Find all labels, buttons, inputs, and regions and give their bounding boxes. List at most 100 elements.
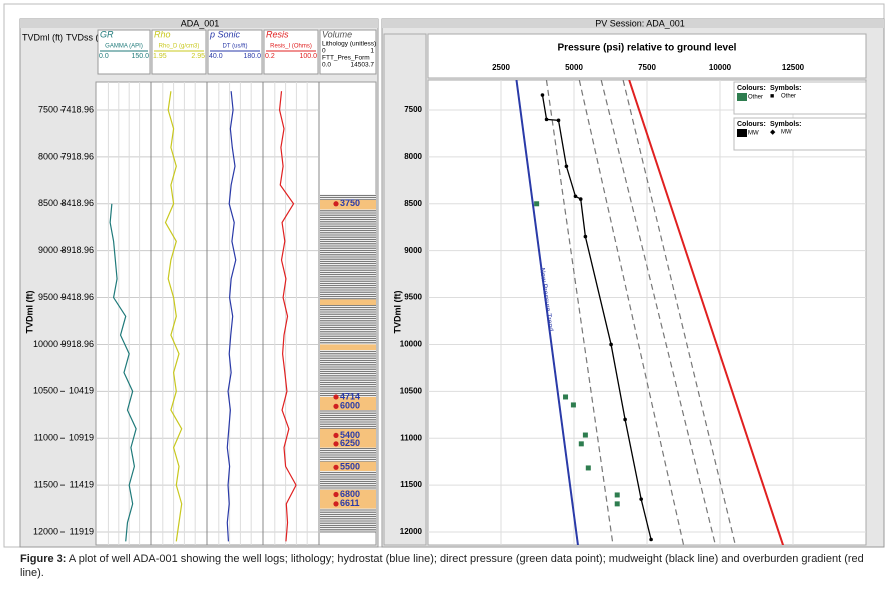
pressure-dot	[333, 432, 339, 439]
right-titlebar	[382, 19, 884, 28]
curve-name: Resis_I (Ohms)	[270, 44, 312, 50]
direct-pressure	[570, 402, 576, 408]
scale-min: 0.2	[265, 53, 275, 60]
legend-symbol: ■	[770, 93, 774, 100]
ss-label: 8418.96	[61, 198, 94, 208]
panel-title: ADA_001	[181, 18, 220, 28]
mudweight-point	[544, 117, 549, 122]
direct-pressure	[585, 465, 591, 471]
direct-pressure	[582, 432, 588, 438]
depth-label: 11000	[34, 433, 58, 443]
direct-pressure	[614, 492, 620, 498]
depth-label: 10000	[33, 339, 58, 349]
axis-title: TVDss (ft)	[66, 32, 107, 42]
x-tick-label: 2500	[492, 63, 510, 72]
depth-label: 8000	[38, 151, 58, 161]
legend-box	[733, 81, 867, 115]
legend-item: MW	[748, 131, 759, 137]
caption-label: Figure 3:	[20, 553, 67, 565]
sand	[320, 299, 376, 306]
mudweight-point	[649, 537, 653, 542]
x-tick-label: 7500	[638, 63, 656, 72]
ss-label: 7418.96	[61, 104, 94, 114]
legend-heading: Colours:	[737, 121, 766, 128]
depth-label: 8500	[38, 198, 58, 208]
scale-min: 0.0	[322, 62, 331, 69]
mudweight-point	[564, 164, 569, 169]
track-header	[97, 29, 151, 75]
scale-min: 1.95	[153, 53, 167, 60]
y-tick-label: 9000	[404, 246, 422, 255]
scale-max: 150.0	[131, 53, 149, 60]
depth-label: 12000	[33, 526, 58, 536]
pressure-label: 4714	[340, 391, 360, 401]
x-tick-label: 12500	[782, 63, 805, 72]
direct-pressure	[578, 441, 584, 447]
caption: Figure 3: A plot of well ADA-001 showing…	[20, 552, 880, 580]
ss-label: 7918.96	[61, 151, 94, 161]
pressure-label: 5500	[340, 462, 360, 472]
overburden-line	[628, 80, 785, 545]
mudweight-point	[639, 497, 643, 501]
mudweight-point	[578, 197, 583, 201]
track-name: p Sonic	[209, 29, 241, 39]
log-curve	[226, 91, 237, 542]
track-header	[207, 29, 263, 75]
pressure-label: 6800	[340, 489, 360, 499]
x-title: Pressure (psi) relative to ground level	[558, 43, 737, 54]
ss-label: 8918.96	[61, 245, 94, 255]
figure: ADA_001 PV Session: ADA_001 TVDml (ft) T…	[3, 3, 885, 548]
ss-label: 11919	[70, 526, 94, 536]
y-tick-label: 10000	[400, 340, 423, 349]
y-axis-box	[383, 33, 427, 546]
pressure-label: 6611	[340, 498, 360, 508]
legend-item: Other	[781, 94, 796, 100]
ss-label: 10919	[69, 433, 94, 443]
hydrostat-line	[515, 80, 579, 545]
x-tick-label: 10000	[709, 63, 732, 72]
legend-item: Other	[748, 95, 763, 101]
caption-text: A plot of well ADA-001 showing the well …	[20, 553, 864, 579]
log-curve	[278, 91, 297, 542]
mudweight-point	[623, 417, 627, 422]
legend-symbol: ◆	[770, 129, 776, 136]
scale-min: 40.0	[209, 53, 223, 60]
ss-label: 10419	[69, 386, 94, 396]
legend-box	[733, 117, 867, 151]
track-name: Volume	[322, 29, 352, 39]
pressure-dot	[333, 201, 339, 207]
mudweight-point	[573, 194, 578, 199]
scale-max: 1	[370, 48, 374, 55]
track-name: GR	[100, 29, 114, 39]
track-header	[151, 29, 207, 75]
mudweight-point	[609, 342, 613, 347]
y-tick-label: 11500	[400, 480, 422, 489]
mudweight-point	[540, 93, 545, 97]
scale-min: 0.0	[99, 53, 109, 60]
scale-max: 100.0	[299, 53, 317, 60]
y-tick-label: 7500	[404, 105, 422, 114]
curve-name: FTT_Pres_Form	[322, 55, 370, 62]
pressure-dot	[333, 403, 339, 409]
log-curve	[164, 91, 183, 542]
y-tick-label: 8500	[404, 199, 422, 208]
curve-name: Rho_D (g/cm3)	[159, 44, 200, 50]
ss-label: 9418.96	[61, 292, 94, 302]
y-tick-label: 8000	[404, 152, 422, 161]
curve-name: GAMMA (API)	[105, 44, 143, 50]
curve-name: Lithology (unitless)	[322, 41, 376, 48]
track-header	[319, 29, 377, 75]
pressure-dot	[333, 441, 339, 447]
pressure-dot	[333, 501, 339, 507]
scale-max: 14503.7	[351, 62, 375, 69]
track-name: Resis	[266, 29, 289, 39]
legend-heading: Symbols:	[770, 85, 802, 92]
axis-title: TVDml (ft)	[392, 291, 402, 334]
track-name: Rho	[154, 29, 171, 39]
panel-title: PV Session: ADA_001	[595, 18, 685, 28]
depth-label: 10500	[33, 386, 58, 396]
scale-max: 2.95	[191, 53, 205, 60]
y-tick-label: 9500	[404, 293, 422, 302]
scale-min: 0	[322, 48, 326, 55]
sand	[320, 200, 376, 210]
